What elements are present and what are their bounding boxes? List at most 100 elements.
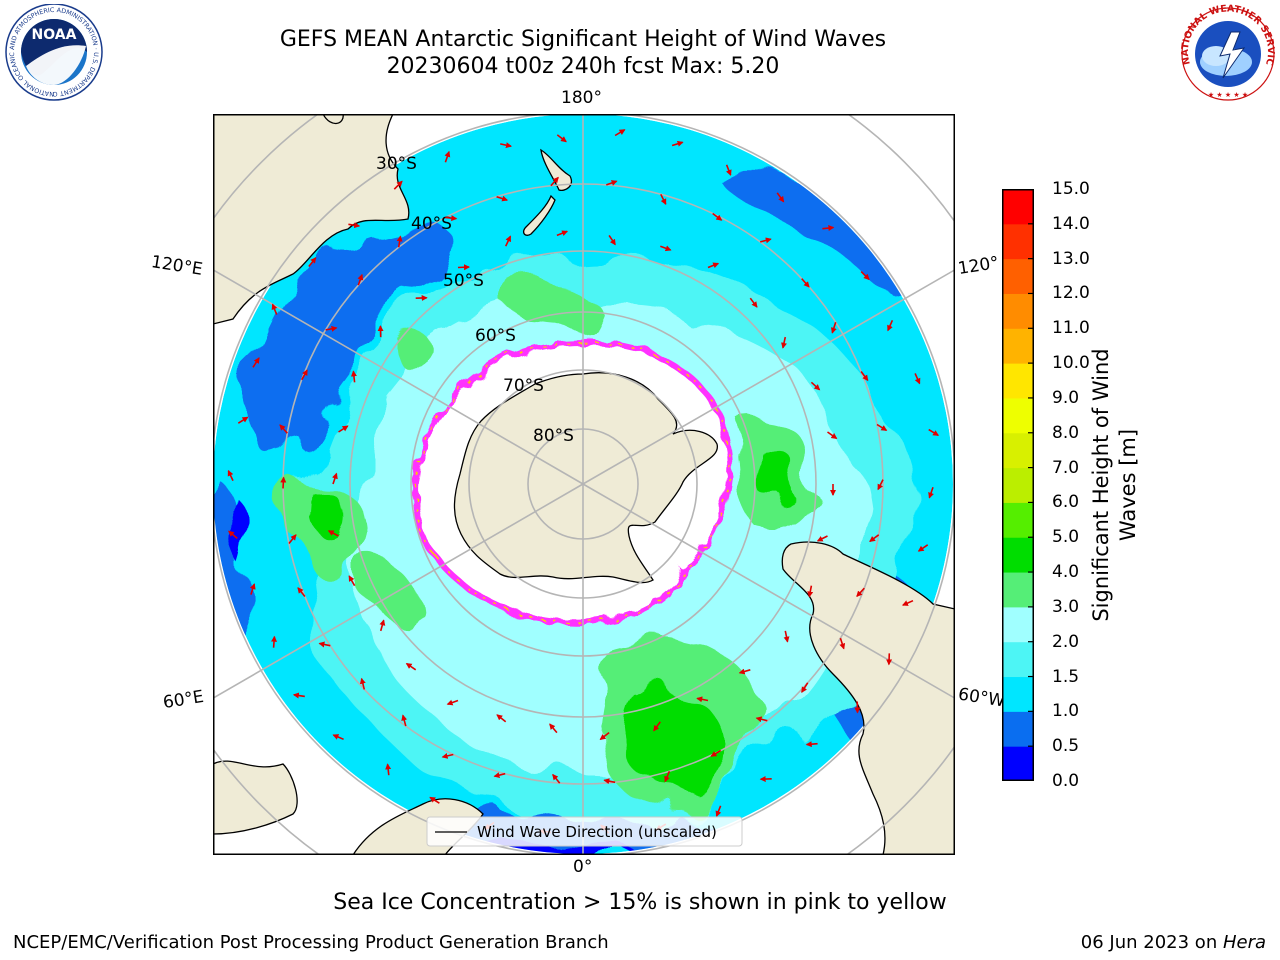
- wave-field-highest: [750, 443, 798, 500]
- wave-direction-arrow: [776, 192, 785, 203]
- lat-label-50: 50°S: [443, 271, 484, 291]
- map-title: GEFS MEAN Antarctic Significant Height o…: [279, 27, 887, 52]
- credit-text: NCEP/EMC/Verification Post Processing Pr…: [13, 932, 609, 953]
- wave-direction-arrow: [301, 369, 308, 381]
- wave-field-highest: [622, 692, 733, 788]
- wave-direction-arrow: [338, 425, 349, 433]
- wave-direction-arrow: [297, 587, 306, 598]
- wave-direction-arrow: [308, 257, 317, 268]
- wave-direction-arrow: [660, 245, 672, 252]
- wave-direction-arrow: [318, 641, 331, 648]
- wave-direction-arrow: [608, 234, 616, 246]
- wave-direction-arrow: [877, 479, 884, 491]
- colorbar-bin: [1002, 189, 1034, 225]
- colorbar-tick-label: 10.0: [1052, 353, 1090, 374]
- wave-direction-arrow: [359, 677, 366, 690]
- sea-ice-note: Sea Ice Concentration > 15% is shown in …: [333, 890, 947, 915]
- wave-direction-arrow: [599, 731, 610, 741]
- wave-direction-arrow: [271, 635, 278, 648]
- wave-direction-arrow: [810, 381, 821, 391]
- wave-direction-arrow: [830, 322, 837, 334]
- wave-field-lowest: [232, 494, 253, 574]
- wave-direction-arrow: [445, 215, 458, 222]
- wave-direction-arrow: [550, 176, 559, 187]
- wave-direction-arrow: [327, 530, 339, 537]
- wave-field-high: [402, 341, 446, 383]
- wave-direction-arrow: [252, 357, 260, 368]
- wave-direction-arrow: [357, 273, 364, 286]
- wave-direction-arrow: [292, 692, 305, 699]
- wave-direction-arrow: [504, 235, 512, 247]
- wave-direction-arrow: [227, 469, 234, 482]
- wave-direction-arrow: [856, 587, 865, 598]
- wave-direction-arrow: [280, 476, 287, 489]
- arrow-legend: Wind Wave Direction (unscaled): [426, 816, 743, 847]
- noaa-logo: NATIONAL OCEANIC AND ATMOSPHERIC ADMINIS…: [2, 4, 103, 101]
- wave-direction-arrow: [725, 164, 732, 176]
- wave-direction-arrow: [549, 723, 558, 734]
- wave-direction-arrow: [801, 278, 810, 288]
- lon-label-60e: 60°E: [161, 686, 206, 714]
- wave-direction-arrow: [556, 230, 569, 237]
- wave-direction-arrow: [379, 619, 386, 632]
- colorbar: [1002, 189, 1034, 781]
- graticule: [213, 114, 955, 855]
- colorbar-bin: [1002, 328, 1034, 364]
- colorbar-bin: [1002, 711, 1034, 747]
- wave-direction-arrow: [348, 575, 356, 587]
- colorbar-bin: [1002, 572, 1034, 608]
- colorbar-bin: [1002, 676, 1034, 712]
- host-name: Hera: [1222, 932, 1266, 953]
- africa-west: [213, 760, 298, 835]
- colorbar-tick-label: 7.0: [1052, 457, 1080, 478]
- wave-field-high: [363, 561, 413, 613]
- lon-label-180: 180°: [561, 88, 602, 108]
- wave-direction-arrow: [556, 134, 567, 143]
- wave-field-low: [251, 222, 455, 458]
- wave-direction-arrow: [759, 237, 772, 244]
- wave-direction-arrow: [385, 763, 392, 776]
- wave-direction-arrow: [552, 773, 561, 784]
- svg-text:NOAA: NOAA: [32, 27, 77, 43]
- colorbar-tick-label: 13.0: [1052, 248, 1090, 269]
- date-text: 06 Jun 2023 on Hera: [1081, 932, 1266, 953]
- wave-direction-arrow: [496, 195, 509, 202]
- wave-direction-arrow: [606, 180, 618, 186]
- colorbar-tick-label: 9.0: [1052, 387, 1080, 408]
- colorbar-tick-label: 5.0: [1052, 527, 1080, 548]
- wave-direction-arrow: [738, 668, 751, 675]
- wave-direction-arrow: [671, 140, 684, 147]
- wave-direction-arrow: [429, 796, 440, 804]
- wave-direction-arrow: [816, 535, 828, 542]
- wave-direction-arrow: [783, 630, 790, 643]
- wave-direction-arrow: [271, 303, 278, 315]
- wave-direction-arrow: [839, 637, 846, 650]
- south-america: [781, 541, 955, 855]
- wave-field-highest: [311, 490, 344, 537]
- wave-direction-arrow: [928, 428, 940, 436]
- wave-direction-arrow: [664, 770, 671, 783]
- wave-direction-arrow: [603, 778, 616, 785]
- colorbar-bin: [1002, 537, 1034, 573]
- wave-direction-arrow: [807, 585, 814, 598]
- colorbar-tick-label: 11.0: [1052, 318, 1090, 339]
- antarctic-map: 30°S 40°S 50°S 60°S 70°S 80°S Wind Wave …: [213, 114, 955, 855]
- colorbar-bin: [1002, 223, 1034, 260]
- wave-direction-arrow: [917, 544, 929, 552]
- lat-label-70: 70°S: [503, 376, 544, 396]
- wave-direction-arrow: [332, 472, 338, 485]
- colorbar-tick-label: 3.0: [1052, 596, 1080, 617]
- wave-direction-arrow: [901, 599, 914, 606]
- wave-direction-arrow: [653, 721, 661, 732]
- wave-direction-arrow: [496, 714, 507, 723]
- wave-field-high: [513, 280, 603, 326]
- wave-direction-arrow: [869, 534, 880, 543]
- wave-direction-arrow: [805, 741, 818, 748]
- colorbar-bin: [1002, 502, 1034, 538]
- wave-direction-arrow: [332, 734, 344, 741]
- wave-direction-arrow: [887, 319, 894, 332]
- wave-direction-arrow: [696, 696, 709, 703]
- wave-direction-arrow: [500, 142, 512, 149]
- wave-direction-arrow: [614, 129, 626, 137]
- colorbar-label: Significant Height of Wind Waves [m]: [1089, 348, 1140, 622]
